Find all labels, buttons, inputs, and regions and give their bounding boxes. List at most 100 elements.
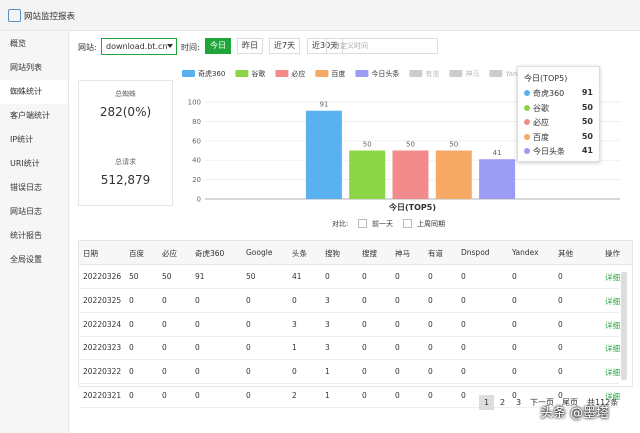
y-tick-label: 60 — [192, 137, 201, 145]
table-cell: 91 — [195, 272, 205, 281]
table-cell: 0 — [292, 367, 297, 377]
table-cell: 0 — [195, 295, 200, 305]
detail-link[interactable]: 详细 — [605, 320, 620, 330]
checkbox[interactable] — [403, 219, 412, 228]
table-cell: 0 — [428, 391, 433, 400]
page-button[interactable]: 1 — [479, 395, 494, 410]
checkbox[interactable] — [358, 219, 367, 228]
legend-swatch — [235, 70, 249, 77]
detail-link[interactable]: 详细 — [605, 392, 620, 401]
table-cell: 0 — [461, 343, 466, 353]
y-tick-label: 100 — [188, 99, 201, 107]
legend-label: 必应 — [291, 69, 305, 78]
nav-item[interactable]: URI统计 — [10, 159, 40, 168]
detail-link[interactable]: 详细 — [605, 368, 620, 378]
nav-item[interactable]: 统计报告 — [10, 231, 42, 240]
table-cell: 0 — [461, 391, 466, 400]
legend-label: 神马 — [465, 69, 479, 78]
page-button[interactable]: 尾页 — [562, 398, 578, 407]
table-cell: 0 — [461, 319, 466, 329]
table-cell: 0 — [246, 319, 251, 329]
nav-item[interactable]: 网站列表 — [10, 63, 42, 72]
column-header: Dnspod — [461, 248, 490, 257]
table-cell: 0 — [129, 319, 134, 329]
table-cell: 0 — [362, 391, 367, 400]
table-cell: 0 — [246, 367, 251, 377]
table-cell: 0 — [395, 319, 400, 329]
row-divider — [79, 383, 619, 385]
table-cell: 20220325 — [83, 295, 122, 305]
checkbox-label: 上周同期 — [417, 220, 445, 228]
table-cell: 50 — [129, 272, 139, 281]
table-cell: 0 — [129, 391, 134, 400]
app-title: 网站监控报表 — [24, 12, 76, 22]
top-bar: 网站监控报表 — [0, 0, 640, 31]
table-cell: 0 — [558, 343, 563, 353]
watermark: 头条 @墨塔 — [540, 406, 610, 421]
nav-item[interactable]: IP统计 — [10, 135, 34, 144]
time-button[interactable]: 昨日 — [237, 38, 263, 54]
table-cell: 0 — [558, 295, 563, 305]
nav-item[interactable]: 错误日志 — [10, 183, 42, 192]
table-cell: 20220323 — [83, 343, 122, 353]
table-cell: 0 — [362, 295, 367, 305]
table-cell: 1 — [325, 367, 330, 377]
x-axis-label: 今日(TOP5) — [388, 202, 436, 212]
table-cell: 0 — [129, 295, 134, 305]
row-divider — [79, 359, 619, 361]
detail-link[interactable]: 详细 — [605, 344, 620, 354]
legend-label: 有道 — [425, 69, 439, 78]
table-cell: 0 — [558, 272, 563, 281]
label: 对比: — [332, 220, 349, 228]
data-label: 91 — [319, 101, 328, 109]
column-header: 操作 — [605, 249, 620, 258]
nav-item[interactable]: 网站日志 — [10, 207, 42, 216]
table-cell: 0 — [461, 367, 466, 377]
table-cell: 0 — [246, 391, 251, 400]
y-tick-label: 80 — [192, 118, 201, 126]
time-button[interactable]: 近7天 — [269, 38, 301, 54]
legend-swatch — [449, 70, 463, 77]
column-header: 搜狗 — [325, 249, 340, 258]
scrollbar — [621, 272, 627, 380]
table-cell: 0 — [558, 367, 563, 377]
row-divider — [79, 311, 619, 313]
site-select[interactable]: download.bt.cn — [101, 38, 177, 55]
tooltip-value: 91 — [581, 88, 593, 97]
tooltip-name: 奇虎360 — [533, 89, 565, 98]
table-cell: 0 — [461, 272, 466, 281]
label: 网站: — [78, 43, 97, 52]
nav-item[interactable]: 概览 — [10, 39, 26, 48]
column-header: Google — [246, 248, 273, 257]
detail-link[interactable]: 详细 — [605, 273, 620, 282]
table-cell: 0 — [395, 343, 400, 353]
tooltip-name: 谷歌 — [533, 103, 549, 113]
tooltip-name: 今日头条 — [533, 147, 565, 156]
table-cell: 0 — [195, 367, 200, 377]
page-button[interactable]: 下一页 — [530, 398, 554, 407]
legend-swatch — [275, 70, 289, 77]
table-cell: 0 — [129, 343, 134, 353]
nav-item[interactable]: 客户端统计 — [10, 111, 50, 120]
stat-label: 总蜘蛛 — [115, 90, 136, 98]
table-cell: 0 — [395, 391, 400, 400]
table-cell: 0 — [558, 319, 563, 329]
select-arrow — [167, 44, 173, 48]
table-cell: 3 — [325, 319, 330, 329]
nav-item[interactable]: 蜘蛛统计 — [0, 80, 68, 104]
nav-item[interactable]: 全局设置 — [10, 255, 42, 264]
tooltip-value: 50 — [581, 102, 593, 112]
row-divider — [79, 288, 619, 289]
y-tick-label: 40 — [192, 157, 201, 165]
detail-link[interactable]: 详细 — [605, 296, 620, 306]
page-button[interactable]: 3 — [515, 398, 522, 407]
time-button[interactable]: 近30天 — [307, 38, 344, 54]
table-cell: 0 — [512, 343, 517, 353]
time-button[interactable]: 今日 — [205, 38, 231, 54]
page-button[interactable]: 2 — [499, 398, 506, 407]
table-frame — [78, 240, 633, 387]
table-cell: 20220326 — [83, 272, 122, 281]
date-input[interactable]: 自定义时间 — [326, 38, 438, 54]
tooltip-dot — [524, 90, 530, 96]
stat-value: 512,879 — [100, 173, 151, 187]
